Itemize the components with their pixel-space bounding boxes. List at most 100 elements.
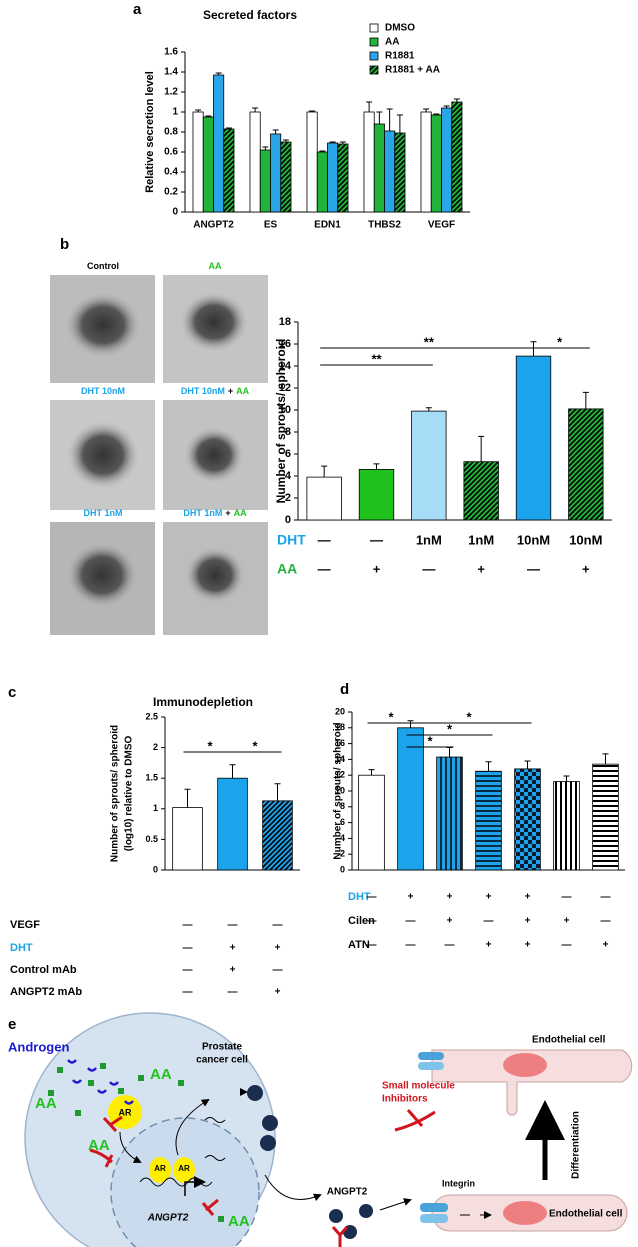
error-bar <box>524 760 531 769</box>
diagram-label: AA <box>150 1066 172 1083</box>
diagram-label: cancer cell <box>196 1055 248 1066</box>
image-label-part: AA <box>234 508 247 518</box>
y-tick-label: 18 <box>279 316 291 328</box>
error-bar <box>423 108 430 112</box>
y-tick-label: 6 <box>285 448 291 460</box>
image-label-part: DHT 10nM <box>181 386 225 396</box>
y-axis-label: Number of sprouts/ spheroid <box>274 339 288 504</box>
row-label: VEGF <box>10 919 40 931</box>
row-value: — <box>370 532 383 547</box>
error-bar <box>229 764 236 779</box>
error-bar <box>407 720 414 728</box>
error-bar <box>530 341 537 357</box>
row-value: — <box>422 561 435 576</box>
legend-label: DMSO <box>385 23 415 34</box>
row-value: — <box>318 532 331 547</box>
diagram-label: Androgen <box>8 1039 69 1054</box>
error-bar <box>478 435 485 462</box>
y-tick-label: 6 <box>340 817 345 827</box>
row-label: DHT <box>277 532 306 548</box>
image-label: DHT 10nM <box>81 386 125 396</box>
row-value: — <box>527 561 540 576</box>
significance: * <box>557 334 563 349</box>
y-tick-label: 1 <box>153 803 158 813</box>
row-value: — <box>183 943 193 954</box>
row-value: — <box>183 987 193 998</box>
diagram-label: Small molecule <box>382 1081 455 1092</box>
x-tick-label: THBS2 <box>368 220 401 231</box>
y-tick-label: 1.2 <box>164 87 178 98</box>
error-bar <box>339 141 346 144</box>
row-label: ATN <box>348 939 370 951</box>
significance: ** <box>424 334 435 349</box>
row-value: + <box>447 916 453 927</box>
y-tick-label: 0.5 <box>145 834 158 844</box>
y-tick-label: 2 <box>340 849 345 859</box>
row-value: + <box>564 916 570 927</box>
row-value: + <box>408 892 414 903</box>
row-label: Control mAb <box>10 964 77 976</box>
bar <box>249 111 261 213</box>
diagram-label: Prostate <box>202 1042 242 1053</box>
bar <box>475 770 502 871</box>
bar <box>213 74 225 213</box>
row-value: — <box>406 940 416 951</box>
error-bar <box>376 111 383 124</box>
y-tick-label: 0 <box>340 864 345 874</box>
bar <box>363 111 375 213</box>
image-label: AA <box>209 261 222 271</box>
row-value: — <box>228 920 238 931</box>
legend-label: AA <box>385 37 399 48</box>
diagram-label: AA <box>35 1095 57 1112</box>
significance: ** <box>371 351 382 366</box>
image-label: DHT 1nM <box>84 508 123 518</box>
bar <box>270 133 282 213</box>
error-bar <box>282 139 289 142</box>
image-label-part: DHT 10nM <box>81 386 125 396</box>
y-tick-label: 1.5 <box>145 773 158 783</box>
row-value: — <box>183 920 193 931</box>
row-label: AA <box>277 561 297 577</box>
legend-label: R1881 + AA <box>385 65 440 76</box>
y-tick-label: 1.6 <box>164 47 178 58</box>
error-bar <box>205 115 212 117</box>
row-value: — <box>484 916 494 927</box>
bar <box>306 111 318 213</box>
row-label: DHT <box>10 942 33 954</box>
significance: * <box>447 721 453 736</box>
diagram-label: AA <box>88 1137 110 1154</box>
row-label: Cilen <box>348 915 375 927</box>
diagram-label: AR <box>154 1164 166 1173</box>
y-tick-label: 0.2 <box>164 187 178 198</box>
row-value: — <box>273 920 283 931</box>
error-bar <box>274 783 281 801</box>
bar <box>568 408 604 521</box>
row-value: — <box>318 561 331 576</box>
significance: * <box>388 709 394 724</box>
y-tick-label: 0 <box>153 864 158 874</box>
y-tick-label: 2 <box>285 492 291 504</box>
row-value: — <box>601 892 611 903</box>
legend-swatch <box>369 65 379 75</box>
error-bar <box>272 129 279 134</box>
significance: * <box>252 738 258 753</box>
bar <box>259 149 271 213</box>
error-bar <box>321 465 328 478</box>
bar <box>515 355 552 521</box>
error-bar <box>453 98 460 102</box>
bar <box>192 111 204 213</box>
error-bar <box>195 109 202 112</box>
error-bar <box>366 101 373 112</box>
row-value: + <box>275 987 281 998</box>
bar <box>316 151 328 213</box>
row-value: — <box>367 892 377 903</box>
x-tick-label: VEGF <box>428 220 455 231</box>
y-tick-label: 0.6 <box>164 147 178 158</box>
y-tick-label: 18 <box>335 722 345 732</box>
chart-title: Secreted factors <box>203 8 297 22</box>
row-value: 10nM <box>517 532 550 547</box>
bar <box>262 800 293 871</box>
image-label-part: AA <box>236 386 249 396</box>
panel-label: b <box>60 236 69 253</box>
y-tick-label: 2 <box>153 742 158 752</box>
